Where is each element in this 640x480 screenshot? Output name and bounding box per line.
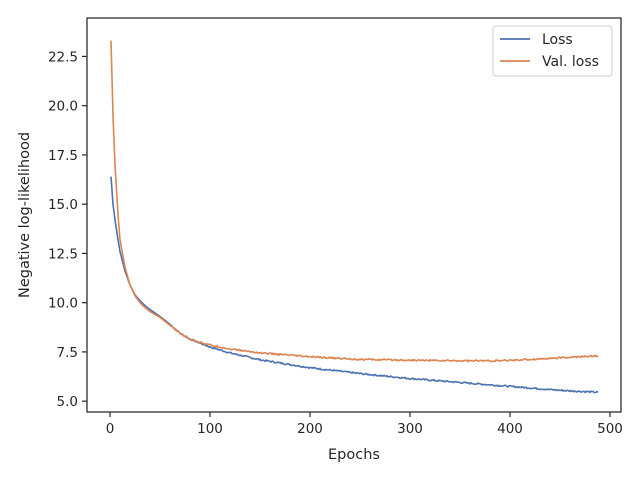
legend-label-loss: Loss <box>542 32 573 48</box>
x-ticks: 0 100 200 300 400 500 <box>106 412 623 437</box>
x-tick-label: 0 <box>106 421 115 437</box>
x-tick-label: 400 <box>497 421 523 437</box>
y-tick-label: 5.0 <box>57 394 78 410</box>
x-tick-label: 100 <box>197 421 223 437</box>
x-tick-label: 200 <box>297 421 323 437</box>
plot-frame <box>86 17 622 413</box>
x-tick-label: 300 <box>397 421 423 437</box>
y-tick-label: 15.0 <box>48 197 78 213</box>
legend: Loss Val. loss <box>492 25 613 77</box>
x-axis-label: Epochs <box>328 447 380 463</box>
y-tick-label: 12.5 <box>48 246 78 262</box>
legend-label-val-loss: Val. loss <box>542 54 599 70</box>
y-tick-label: 20.0 <box>48 99 78 115</box>
y-axis-label: Negative log-likelihood <box>17 132 33 298</box>
x-tick-label: 500 <box>597 421 623 437</box>
y-tick-label: 7.5 <box>57 345 78 361</box>
y-ticks: 5.0 7.5 10.0 12.5 15.0 17.5 20.0 22.5 <box>48 49 87 410</box>
y-tick-label: 17.5 <box>48 148 78 164</box>
plot-lines <box>110 40 599 394</box>
y-tick-label: 22.5 <box>48 49 78 65</box>
y-tick-label: 10.0 <box>48 296 78 312</box>
series-line-val-loss <box>110 40 599 363</box>
